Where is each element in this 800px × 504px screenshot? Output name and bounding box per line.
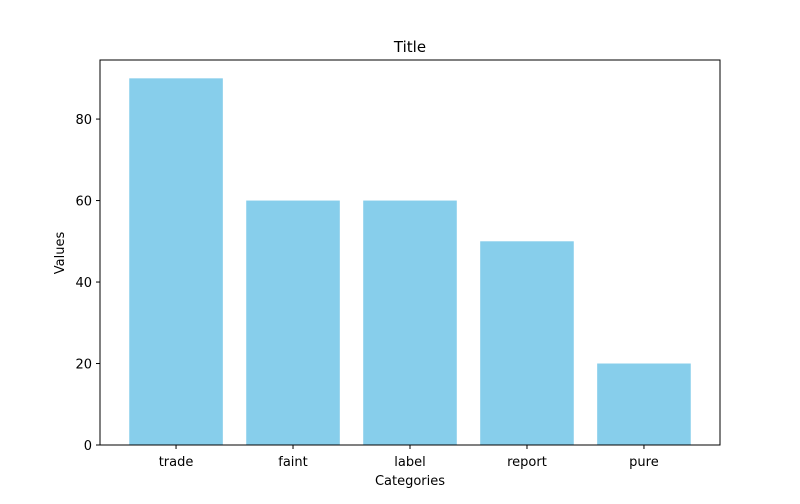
bar-label [363, 200, 457, 445]
y-axis-ticks: 0 20 40 60 80 [75, 113, 100, 454]
bar-pure [597, 363, 691, 445]
x-tick-label: trade [159, 455, 194, 470]
y-tick-label: 40 [75, 276, 92, 291]
x-tick-label: report [507, 455, 547, 470]
chart-title: Title [393, 38, 426, 56]
bar-faint [246, 200, 340, 445]
y-tick-label: 60 [75, 195, 92, 210]
x-tick-label: label [394, 455, 425, 470]
bars-layer [129, 78, 691, 445]
x-axis-ticks: trade faint label report pure [159, 445, 659, 470]
bar-report [480, 241, 574, 445]
x-tick-label: pure [629, 455, 659, 470]
y-tick-label: 0 [84, 439, 92, 454]
x-axis-label: Categories [375, 474, 445, 489]
y-tick-label: 80 [75, 113, 92, 128]
y-tick-label: 20 [75, 358, 92, 373]
y-axis-label: Values [53, 232, 68, 275]
x-tick-label: faint [278, 455, 308, 470]
bar-trade [129, 78, 223, 445]
